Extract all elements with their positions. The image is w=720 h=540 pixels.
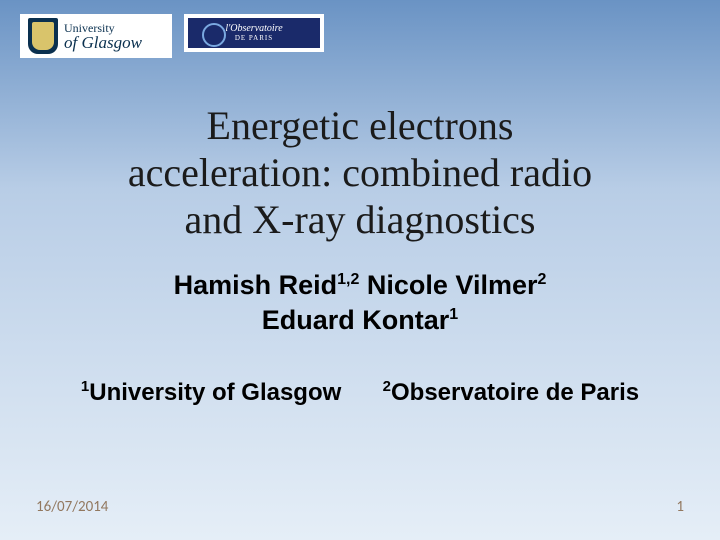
authors-line-1: Hamish Reid1,2 Nicole Vilmer2 [0, 268, 720, 303]
glasgow-logo-text: University of Glasgow [64, 22, 142, 51]
slide-title: Energetic electrons acceleration: combin… [0, 102, 720, 244]
author-2-sup: 2 [538, 271, 547, 288]
glasgow-line2: of Glasgow [64, 34, 142, 51]
logo-university-of-glasgow: University of Glasgow [20, 14, 172, 58]
author-3-name: Eduard Kontar [262, 305, 450, 335]
affil-2-text: Observatoire de Paris [391, 379, 639, 406]
obs-line2: DE PARIS [225, 35, 282, 42]
logo-row: University of Glasgow l'Observatoire DE … [20, 14, 324, 58]
title-line-1: Energetic electrons [0, 102, 720, 149]
logo-observatoire-de-paris: l'Observatoire DE PARIS [184, 14, 324, 52]
footer-date: 16/07/2014 [36, 498, 108, 516]
affiliations-block: 1University of Glasgow 2Observatoire de … [0, 378, 720, 407]
globe-icon [202, 23, 226, 47]
author-2-name: Nicole Vilmer [367, 270, 538, 300]
affil-1-num: 1 [81, 378, 89, 395]
authors-line-2: Eduard Kontar1 [0, 303, 720, 338]
author-3-sup: 1 [449, 306, 458, 323]
title-line-2: acceleration: combined radio [0, 149, 720, 196]
author-1-name: Hamish Reid [174, 270, 338, 300]
affil-1-text: University of Glasgow [89, 379, 341, 406]
author-1-sup: 1,2 [337, 271, 359, 288]
authors-block: Hamish Reid1,2 Nicole Vilmer2 Eduard Kon… [0, 268, 720, 338]
glasgow-crest-icon [28, 18, 58, 54]
title-line-3: and X-ray diagnostics [0, 196, 720, 243]
footer-page-number: 1 [676, 498, 684, 516]
obs-logo-text: l'Observatoire DE PARIS [225, 24, 282, 42]
obs-line1: l'Observatoire [225, 24, 282, 35]
affil-2-num: 2 [383, 378, 391, 395]
